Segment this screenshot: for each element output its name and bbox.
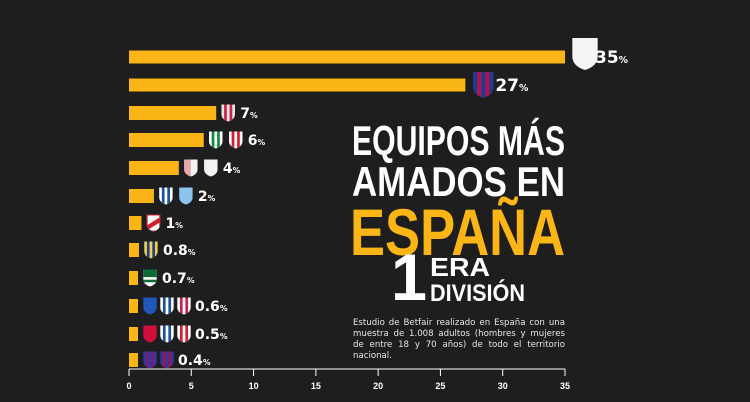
red-white-striped-crest-icon bbox=[177, 297, 191, 315]
red-white-striped-crest-icon bbox=[228, 131, 243, 149]
red-crest-icon bbox=[143, 325, 157, 343]
bar bbox=[129, 271, 138, 285]
x-tick-label: 0 bbox=[126, 381, 131, 391]
bar bbox=[129, 243, 139, 257]
data-label: 0.5% bbox=[195, 327, 228, 343]
bar bbox=[129, 106, 217, 120]
white-crest-icon bbox=[204, 159, 218, 177]
x-tick-label: 25 bbox=[435, 381, 445, 391]
data-label: 6% bbox=[248, 133, 266, 149]
blue-white-striped-crest-icon bbox=[160, 325, 174, 343]
blue-white-striped-crest-icon bbox=[160, 297, 174, 315]
x-axis: 0 5 10 15 20 25 30 35 bbox=[126, 368, 570, 391]
blue-purple-crest-icon bbox=[143, 351, 157, 369]
data-label: 7% bbox=[240, 106, 258, 122]
data-label: 0.6% bbox=[195, 299, 228, 315]
bar bbox=[129, 327, 138, 341]
bar bbox=[129, 353, 138, 367]
green-white-striped-crest-icon bbox=[208, 131, 223, 149]
red-white-striped-crest-icon bbox=[177, 325, 191, 343]
data-label: 0.8% bbox=[163, 243, 196, 259]
x-tick-label: 35 bbox=[560, 381, 570, 391]
x-tick-label: 15 bbox=[311, 381, 321, 391]
division-subtitle: 1 ERA DIVISIÓN bbox=[391, 240, 525, 314]
x-tick-label: 20 bbox=[373, 381, 383, 391]
light-blue-crest-icon bbox=[179, 187, 193, 205]
bar bbox=[129, 161, 179, 175]
data-label: 0.7% bbox=[162, 271, 195, 287]
bar bbox=[129, 78, 466, 92]
division-number: 1 bbox=[391, 240, 427, 314]
division-era: ERA bbox=[430, 252, 490, 282]
x-tick-label: 30 bbox=[498, 381, 508, 391]
bar bbox=[129, 133, 204, 147]
division-label: DIVISIÓN bbox=[430, 279, 525, 307]
x-tick-label: 10 bbox=[249, 381, 259, 391]
yellow-blue-crest-icon bbox=[144, 241, 158, 259]
x-tick-label: 5 bbox=[189, 381, 194, 391]
bars: 35% 27% 7% 6% 4% 2% 1% 0.8% 0.7%0.6% 0.5% 0.4% bbox=[129, 38, 629, 369]
bar bbox=[129, 216, 142, 230]
title-line-1: EQUIPOS MÁS bbox=[352, 117, 565, 164]
green-white-crest-icon bbox=[143, 269, 157, 287]
data-label: 27% bbox=[495, 76, 529, 96]
blue-crest-icon bbox=[143, 297, 157, 315]
study-note: Estudio de Betfair realizado en España c… bbox=[353, 318, 565, 361]
white-red-crest-icon bbox=[184, 159, 198, 177]
blue-red-crest-icon bbox=[472, 72, 494, 98]
data-label: 0.4% bbox=[178, 353, 211, 369]
data-label: 1% bbox=[165, 216, 183, 232]
red-white-striped-crest-icon bbox=[221, 104, 235, 122]
title-line-3: ESPAÑA bbox=[350, 195, 565, 269]
data-label: 4% bbox=[223, 161, 241, 177]
title-line-2: AMADOS EN bbox=[352, 158, 565, 205]
data-label: 35% bbox=[595, 48, 629, 68]
data-label: 2% bbox=[198, 189, 216, 205]
bar bbox=[129, 189, 154, 203]
bar bbox=[129, 299, 138, 313]
white-crest-icon bbox=[572, 38, 598, 70]
red-sash-crest-icon bbox=[146, 214, 161, 232]
blue-red-crest-icon bbox=[160, 351, 174, 369]
blue-white-striped-crest-icon bbox=[159, 187, 173, 205]
bar bbox=[129, 50, 565, 64]
chart-title: EQUIPOS MÁS AMADOS EN ESPAÑA bbox=[350, 117, 565, 269]
